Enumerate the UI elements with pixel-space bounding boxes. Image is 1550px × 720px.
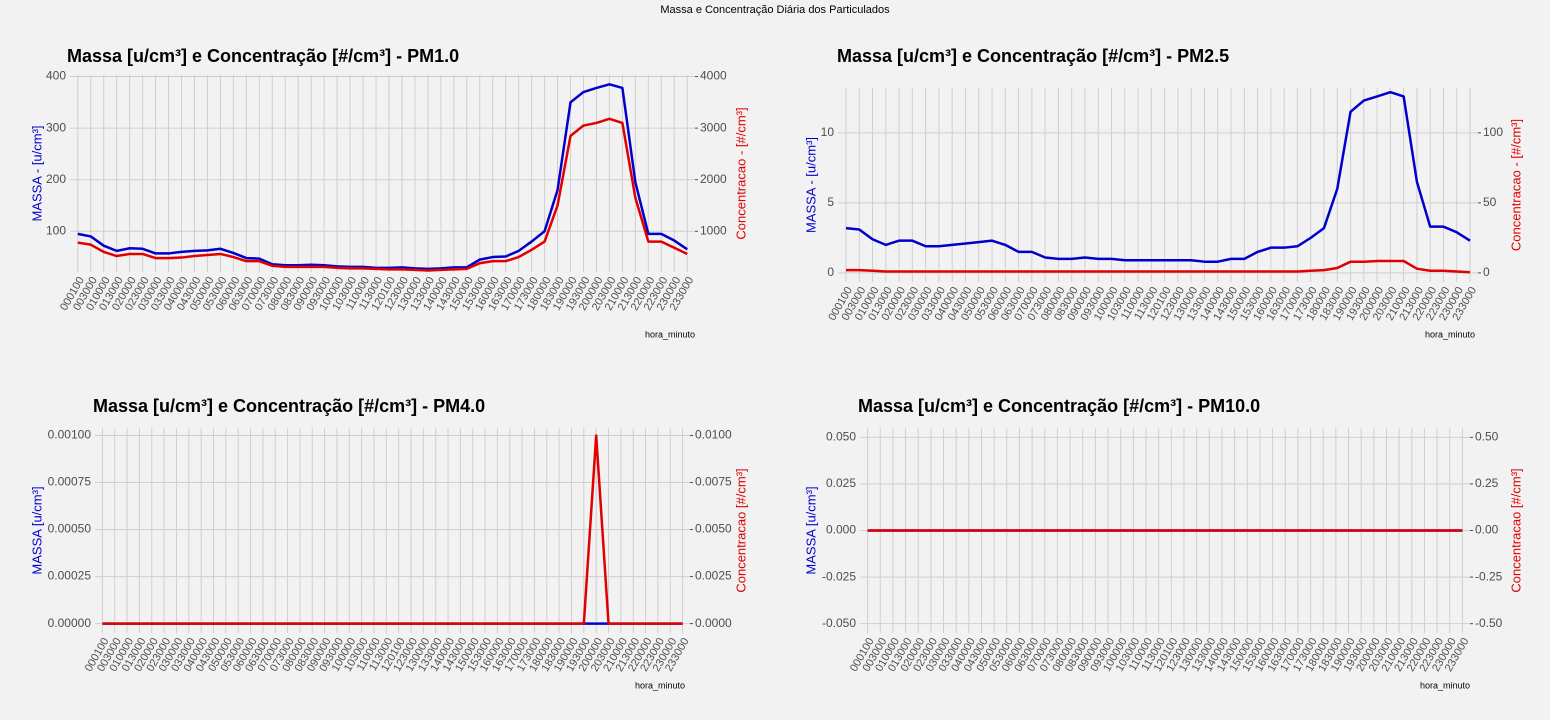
y-tick-label: 100 (46, 223, 66, 237)
y2-axis-label: Concentracao - [#/cm³] (733, 107, 748, 239)
series-line (102, 434, 683, 625)
figure-title: Massa e Concentração Diária dos Particul… (660, 4, 890, 16)
y2-tick-label: -0.50 (1475, 616, 1503, 630)
y-tick-label: -0.050 (822, 616, 856, 630)
series-line (845, 259, 1471, 274)
x-axis-label: hora_minuto (635, 680, 685, 690)
y-axis-label: MASSA [u/cm³] (803, 486, 818, 574)
y-tick-label: -0.025 (822, 569, 856, 583)
y-tick-label: 0 (827, 265, 834, 279)
y2-tick-label: 3000 (700, 120, 727, 134)
y-tick-label: 0.00050 (48, 522, 92, 536)
y-tick-label: 300 (46, 120, 66, 134)
y-axis-label: MASSA - [u/cm³] (803, 137, 818, 233)
y-tick-label: 400 (46, 69, 66, 83)
y-tick-label: 5 (827, 195, 834, 209)
y-tick-label: 10 (821, 125, 835, 139)
x-axis-label: hora_minuto (645, 329, 695, 339)
x-axis-label: hora_minuto (1420, 680, 1470, 690)
y-tick-label: 0.00100 (48, 428, 92, 442)
y2-tick-label: 0.25 (1475, 476, 1499, 490)
chart-title: Massa [u/cm³] e Concentração [#/cm³] - P… (67, 46, 459, 66)
y-tick-label: 200 (46, 172, 66, 186)
y2-tick-label: 50 (1483, 195, 1497, 209)
y-tick-label: 0.00000 (48, 616, 92, 630)
y2-tick-label: 100 (1483, 125, 1503, 139)
y2-tick-label: 0.0000 (695, 616, 732, 630)
y-axis-label: MASSA - [u/cm³] (29, 125, 44, 221)
y2-tick-label: 0.0075 (695, 475, 732, 489)
y2-axis-label: Concentracao [#/cm³] (1508, 468, 1523, 592)
y2-tick-label: 0.00 (1475, 523, 1499, 537)
y-tick-label: 0.00025 (48, 569, 92, 583)
y-tick-label: 0.025 (826, 476, 856, 490)
y2-axis-label: Concentracao [#/cm³] (733, 468, 748, 592)
y2-tick-label: 0.0050 (695, 522, 732, 536)
y2-axis-label: Concentracao - [#/cm³] (1508, 119, 1523, 251)
y2-tick-label: 2000 (700, 172, 727, 186)
y2-tick-label: 0.0025 (695, 569, 732, 583)
chart-title: Massa [u/cm³] e Concentração [#/cm³] - P… (93, 396, 485, 416)
chart-title: Massa [u/cm³] e Concentração [#/cm³] - P… (858, 396, 1260, 416)
y2-tick-label: -0.25 (1475, 569, 1503, 583)
y-tick-label: 0.00075 (48, 475, 92, 489)
chart-title: Massa [u/cm³] e Concentração [#/cm³] - P… (837, 46, 1229, 66)
y2-tick-label: 0 (1483, 265, 1490, 279)
y-tick-label: 0.050 (826, 429, 856, 443)
y2-tick-label: 0.0100 (695, 428, 732, 442)
series-line (845, 90, 1471, 263)
series-line (77, 117, 688, 272)
series-line (77, 83, 688, 271)
x-axis-label: hora_minuto (1425, 329, 1475, 339)
y2-tick-label: 4000 (700, 69, 727, 83)
y2-tick-label: 1000 (700, 223, 727, 237)
y-tick-label: 0.000 (826, 523, 856, 537)
y-axis-label: MASSA [u/cm³] (29, 486, 44, 574)
y2-tick-label: 0.50 (1475, 429, 1499, 443)
